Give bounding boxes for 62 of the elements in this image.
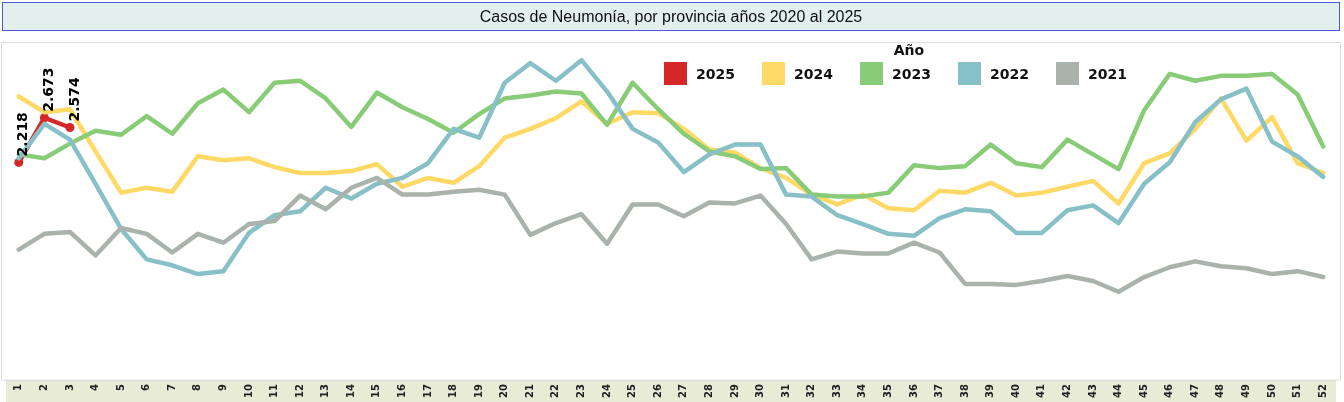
legend-title: Año bbox=[893, 42, 925, 58]
x-tick-label: 17 bbox=[421, 384, 433, 399]
x-tick-label: 23 bbox=[575, 384, 587, 399]
x-tick-label: 3 bbox=[63, 384, 75, 392]
x-tick-label: 33 bbox=[830, 384, 842, 399]
legend-label: 2022 bbox=[990, 65, 1029, 82]
x-tick-label: 40 bbox=[1009, 384, 1021, 399]
x-tick-label: 8 bbox=[191, 384, 203, 392]
legend-label: 2025 bbox=[696, 65, 735, 82]
x-tick-label: 5 bbox=[114, 384, 126, 392]
x-tick-label: 50 bbox=[1265, 384, 1277, 399]
x-tick-label: 46 bbox=[1163, 384, 1175, 399]
x-tick-label: 15 bbox=[370, 384, 382, 399]
x-tick-label: 9 bbox=[217, 384, 228, 392]
x-tick-label: 21 bbox=[523, 384, 535, 399]
x-tick-label: 43 bbox=[1086, 384, 1098, 399]
x-tick-label: 18 bbox=[447, 384, 459, 399]
legend-label: 2021 bbox=[1088, 65, 1127, 82]
x-tick-label: 41 bbox=[1035, 384, 1047, 399]
legend-label: 2023 bbox=[892, 65, 931, 82]
x-tick-label: 27 bbox=[677, 384, 689, 399]
x-tick-label: 6 bbox=[140, 384, 152, 392]
x-tick-label: 16 bbox=[396, 384, 408, 399]
x-tick-label: 38 bbox=[958, 384, 970, 399]
chart-title: Casos de Neumonía, por provincia años 2020 al 2025 bbox=[2, 2, 1340, 31]
x-tick-label: 25 bbox=[626, 384, 638, 399]
x-tick-label: 13 bbox=[319, 384, 331, 399]
x-tick-label: 4 bbox=[89, 384, 101, 392]
x-tick-label: 48 bbox=[1214, 384, 1226, 399]
data-label: 2.574 bbox=[65, 76, 82, 122]
x-tick-label: 28 bbox=[702, 384, 714, 399]
x-tick-label: 22 bbox=[549, 384, 561, 399]
x-tick-label: 24 bbox=[600, 384, 612, 399]
x-tick-label: 51 bbox=[1291, 384, 1303, 399]
x-tick-label: 1 bbox=[12, 384, 24, 392]
x-tick-label: 29 bbox=[728, 384, 740, 399]
x-tick-label: 45 bbox=[1137, 384, 1149, 399]
x-tick-label: 52 bbox=[1316, 384, 1328, 399]
x-tick-label: 32 bbox=[805, 384, 817, 399]
x-tick-label: 19 bbox=[472, 384, 484, 399]
legend-label: 2024 bbox=[794, 65, 833, 82]
x-tick-label: 10 bbox=[242, 384, 254, 399]
x-tick-label: 37 bbox=[933, 384, 945, 399]
x-tick-label: 39 bbox=[984, 384, 996, 399]
x-tick-label: 11 bbox=[268, 384, 280, 399]
x-tick-label: 42 bbox=[1061, 384, 1073, 399]
x-tick-label: 20 bbox=[498, 384, 510, 399]
data-label: 2.218 bbox=[14, 112, 31, 157]
x-tick-label: 31 bbox=[779, 384, 791, 399]
x-tick-label: 14 bbox=[344, 384, 356, 399]
x-tick-label: 30 bbox=[754, 384, 766, 399]
x-tick-label: 35 bbox=[882, 384, 893, 399]
x-tick-label: 34 bbox=[856, 384, 868, 399]
x-tick-label: 26 bbox=[651, 384, 663, 399]
x-tick-label: 49 bbox=[1240, 384, 1252, 399]
x-tick-label: 47 bbox=[1188, 384, 1200, 399]
x-tick-label: 2 bbox=[37, 384, 49, 392]
x-tick-label: 36 bbox=[907, 384, 919, 399]
data-label: 2.673 bbox=[40, 67, 57, 112]
x-tick-label: 7 bbox=[165, 384, 177, 392]
x-tick-label: 12 bbox=[293, 384, 305, 399]
x-tick-label: 44 bbox=[1112, 384, 1124, 399]
